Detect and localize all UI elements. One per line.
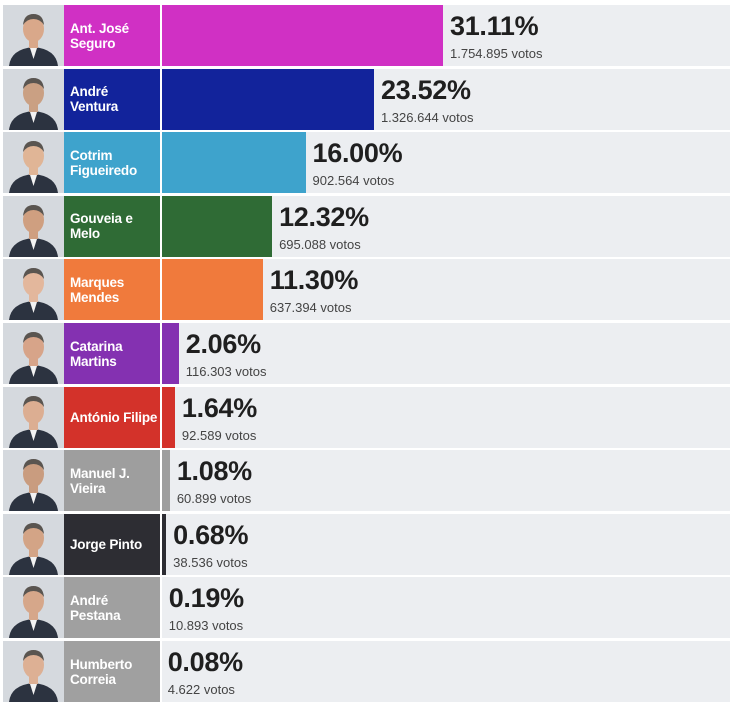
bar-separator — [160, 132, 162, 194]
result-bar — [160, 132, 306, 194]
result-bar — [160, 5, 443, 66]
candidate-label-block: Jorge Pinto — [3, 513, 160, 575]
bar-separator — [160, 513, 162, 575]
votes-label: 695.088 votos — [279, 236, 361, 252]
percent-label: 1.08% — [176, 456, 252, 487]
percent-label: 0.08% — [167, 647, 243, 677]
result-bar — [160, 68, 374, 130]
candidate-name: Marques Mendes — [70, 274, 125, 305]
candidate-avatar — [3, 450, 64, 512]
result-row: Manuel J. Vieira 1.08% 60.899 votos — [3, 450, 730, 512]
votes-label: 92.589 votos — [181, 427, 257, 443]
votes-label: 116.303 votos — [185, 364, 267, 379]
percent-label: 31.11% — [450, 11, 539, 41]
candidate-name: Gouveia e Melo — [70, 211, 133, 242]
bar-separator — [160, 577, 162, 639]
bar-separator — [160, 386, 162, 448]
candidate-avatar — [3, 5, 64, 66]
candidate-name: André Pestana — [70, 592, 121, 623]
candidate-label-block: Humberto Correia — [3, 641, 160, 702]
bar-separator — [160, 450, 162, 512]
votes-label: 10.893 votos — [168, 618, 244, 634]
result-row: António Filipe 1.64% 92.589 votos — [3, 386, 730, 448]
votes-label: 4.622 votos — [167, 682, 235, 697]
candidate-avatar — [3, 259, 64, 321]
bar-separator — [160, 5, 162, 66]
candidate-avatar — [3, 513, 64, 575]
result-row: Marques Mendes 11.30% 637.394 votos — [3, 259, 730, 321]
candidate-avatar — [3, 132, 64, 194]
votes-label: 38.536 votos — [173, 554, 248, 570]
candidate-name: Ant. José Seguro — [70, 20, 129, 51]
result-row: Cotrim Figueiredo 16.00% 902.564 votos — [3, 132, 730, 194]
result-row: Ant. José Seguro 31.11% 1.754.895 votos — [3, 5, 730, 66]
result-row: Gouveia e Melo 12.32% 695.088 votos — [3, 195, 730, 257]
candidate-label-block: Catarina Martins — [3, 323, 160, 384]
votes-label: 637.394 votos — [269, 300, 352, 316]
result-bar — [160, 450, 170, 512]
candidate-name: Manuel J. Vieira — [70, 465, 130, 496]
result-bar — [160, 386, 175, 448]
candidate-label-block: André Pestana — [3, 577, 160, 639]
candidate-avatar — [3, 577, 64, 639]
bar-separator — [160, 323, 162, 384]
candidate-name: André Ventura — [70, 84, 119, 115]
candidate-name: Cotrim Figueiredo — [70, 147, 138, 178]
candidate-label-block: Gouveia e Melo — [3, 195, 160, 257]
percent-label: 0.19% — [168, 583, 244, 614]
votes-label: 1.326.644 votos — [380, 109, 474, 125]
percent-label: 1.64% — [181, 392, 257, 423]
votes-label: 1.754.895 votos — [450, 46, 543, 61]
candidate-name: Catarina Martins — [70, 338, 123, 369]
result-bar — [160, 323, 179, 384]
percent-label: 11.30% — [269, 265, 359, 296]
candidate-label-block: André Ventura — [3, 68, 160, 130]
candidate-avatar — [3, 386, 64, 448]
candidate-name: António Filipe — [70, 409, 158, 425]
bar-separator — [160, 641, 162, 702]
votes-label: 902.564 votos — [312, 173, 395, 189]
result-row: Humberto Correia 0.08% 4.622 votos — [3, 641, 730, 702]
result-row: André Pestana 0.19% 10.893 votos — [3, 577, 730, 639]
candidate-avatar — [3, 323, 64, 384]
result-bar — [160, 259, 263, 321]
candidate-label-block: Cotrim Figueiredo — [3, 132, 160, 194]
candidate-name: Humberto Correia — [70, 656, 133, 687]
percent-label: 23.52% — [380, 74, 471, 105]
result-row: Jorge Pinto 0.68% 38.536 votos — [3, 513, 730, 575]
candidate-avatar — [3, 195, 64, 257]
candidate-name: Jorge Pinto — [70, 536, 143, 552]
percent-label: 16.00% — [312, 138, 403, 169]
candidate-label-block: Ant. José Seguro — [3, 5, 160, 66]
bar-separator — [160, 259, 162, 321]
result-row: André Ventura 23.52% 1.326.644 votos — [3, 68, 730, 130]
result-bar — [160, 195, 273, 257]
candidate-label-block: Marques Mendes — [3, 259, 160, 321]
percent-label: 2.06% — [185, 329, 261, 359]
votes-label: 60.899 votos — [176, 491, 252, 507]
percent-label: 0.68% — [173, 519, 249, 550]
bar-separator — [160, 68, 162, 130]
result-bar — [160, 513, 167, 575]
bar-separator — [160, 195, 162, 257]
candidate-avatar — [3, 641, 64, 702]
candidate-label-block: Manuel J. Vieira — [3, 450, 160, 512]
result-row: Catarina Martins 2.06% 116.303 votos — [3, 323, 730, 384]
candidate-avatar — [3, 68, 64, 130]
candidate-label-block: António Filipe — [3, 386, 160, 448]
percent-label: 12.32% — [279, 201, 369, 232]
